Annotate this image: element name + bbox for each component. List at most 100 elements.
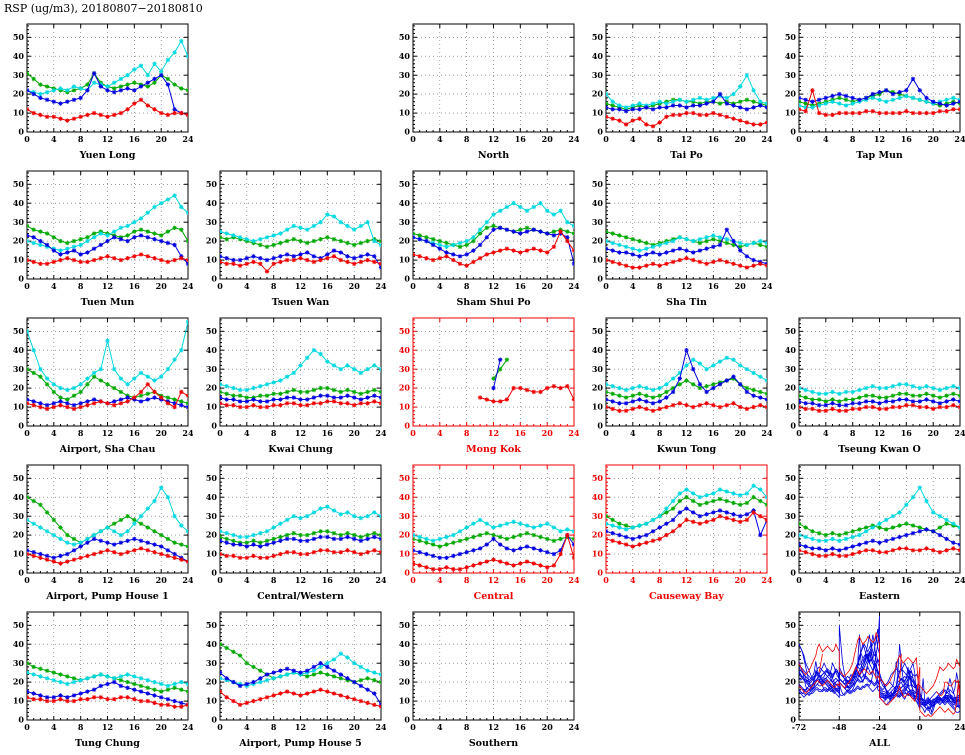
svg-text:50: 50 (206, 620, 218, 630)
svg-text:24: 24 (954, 722, 965, 732)
svg-text:30: 30 (206, 364, 218, 374)
svg-text:10: 10 (206, 402, 218, 412)
chart-tai-po: 0 10 20 30 40 50 0 4 8 12 16 20 24 Tai Po (592, 23, 773, 161)
svg-text:10: 10 (206, 549, 218, 559)
svg-text:20: 20 (206, 383, 218, 393)
svg-text:30: 30 (592, 364, 604, 374)
station-label-airport-pump-house-1: Airport, Pump House 1 (45, 591, 169, 602)
svg-text:4: 4 (244, 722, 250, 732)
svg-text:16: 16 (322, 428, 334, 438)
svg-text:8: 8 (657, 428, 663, 438)
svg-text:4: 4 (437, 134, 443, 144)
svg-text:12: 12 (488, 722, 499, 732)
chart-causeway-bay: 0 10 20 30 40 50 0 4 8 12 16 20 24 Causeway Bay (592, 464, 773, 602)
svg-text:12: 12 (295, 281, 306, 291)
svg-text:10: 10 (785, 108, 797, 118)
svg-text:50: 50 (13, 326, 25, 336)
svg-text:30: 30 (13, 511, 25, 521)
chart-kwai-chung: 0 10 20 30 40 50 0 4 8 12 16 20 24 Kwai Chung (206, 317, 387, 455)
svg-text:4: 4 (437, 575, 443, 585)
svg-text:20: 20 (928, 428, 940, 438)
svg-text:0: 0 (603, 428, 609, 438)
svg-text:8: 8 (271, 428, 277, 438)
svg-text:16: 16 (515, 428, 527, 438)
svg-text:10: 10 (592, 402, 604, 412)
svg-text:8: 8 (464, 722, 470, 732)
svg-text:16: 16 (129, 575, 141, 585)
chart-airport-pump-house-5: 0 10 20 30 40 50 0 4 8 12 16 20 24 Airport, Pump Hous… (206, 611, 387, 749)
chart-airport-sha-chau: 0 10 20 30 40 50 0 4 8 12 16 20 24 Airport, Sha Chau (13, 317, 194, 455)
svg-text:20: 20 (592, 383, 604, 393)
svg-text:0: 0 (410, 428, 416, 438)
svg-text:8: 8 (657, 281, 663, 291)
svg-text:50: 50 (206, 179, 218, 189)
svg-text:10: 10 (785, 549, 797, 559)
svg-text:8: 8 (271, 575, 277, 585)
svg-text:8: 8 (78, 428, 84, 438)
station-label-central: Central (474, 591, 514, 602)
svg-text:4: 4 (823, 134, 829, 144)
svg-text:10: 10 (399, 255, 411, 265)
svg-text:0: 0 (404, 568, 410, 578)
station-label-all: ALL (868, 738, 890, 749)
svg-text:16: 16 (322, 575, 334, 585)
svg-text:0: 0 (796, 134, 802, 144)
svg-text:50: 50 (399, 179, 411, 189)
svg-text:4: 4 (437, 281, 443, 291)
svg-text:12: 12 (874, 575, 885, 585)
svg-text:16: 16 (708, 134, 720, 144)
svg-text:30: 30 (13, 70, 25, 80)
svg-text:8: 8 (78, 722, 84, 732)
chart-tap-mun: 0 10 20 30 40 50 0 4 8 12 16 20 24 Tap Mun (785, 23, 965, 161)
svg-text:50: 50 (785, 620, 797, 630)
svg-text:0: 0 (24, 428, 30, 438)
svg-text:50: 50 (399, 620, 411, 630)
svg-text:0: 0 (790, 127, 796, 137)
svg-text:16: 16 (515, 722, 527, 732)
svg-text:20: 20 (785, 383, 797, 393)
svg-text:20: 20 (349, 281, 361, 291)
svg-text:24: 24 (568, 428, 579, 438)
svg-text:8: 8 (850, 134, 856, 144)
chart-airport-pump-house-1: 0 10 20 30 40 50 0 4 8 12 16 20 24 Airport, Pump Hous… (13, 464, 194, 602)
svg-text:10: 10 (785, 402, 797, 412)
svg-text:10: 10 (13, 255, 25, 265)
panel-tap-mun: 0 10 20 30 40 50 0 4 8 12 16 20 24 Tap Mun (772, 18, 965, 165)
svg-text:12: 12 (102, 722, 113, 732)
svg-text:0: 0 (790, 715, 796, 725)
svg-text:30: 30 (785, 658, 797, 668)
svg-text:-24: -24 (872, 722, 887, 732)
svg-text:8: 8 (464, 575, 470, 585)
svg-text:16: 16 (322, 281, 334, 291)
svg-text:4: 4 (51, 281, 57, 291)
svg-text:30: 30 (13, 364, 25, 374)
svg-text:4: 4 (437, 722, 443, 732)
svg-text:24: 24 (954, 575, 965, 585)
svg-text:50: 50 (399, 326, 411, 336)
svg-text:0: 0 (18, 568, 24, 578)
svg-text:12: 12 (295, 575, 306, 585)
station-label-tai-po: Tai Po (670, 150, 702, 161)
svg-text:50: 50 (785, 473, 797, 483)
svg-text:20: 20 (592, 89, 604, 99)
svg-text:40: 40 (399, 639, 411, 649)
svg-text:4: 4 (51, 722, 57, 732)
svg-text:20: 20 (156, 281, 168, 291)
svg-text:0: 0 (603, 281, 609, 291)
svg-text:8: 8 (657, 575, 663, 585)
svg-text:20: 20 (542, 722, 554, 732)
svg-text:20: 20 (156, 575, 168, 585)
svg-text:0: 0 (410, 281, 416, 291)
svg-text:20: 20 (735, 281, 747, 291)
svg-text:20: 20 (928, 575, 940, 585)
svg-text:24: 24 (182, 281, 193, 291)
svg-text:4: 4 (630, 134, 636, 144)
svg-text:8: 8 (78, 575, 84, 585)
svg-text:12: 12 (488, 428, 499, 438)
svg-text:10: 10 (399, 402, 411, 412)
svg-text:0: 0 (24, 134, 30, 144)
svg-text:20: 20 (13, 89, 25, 99)
svg-text:24: 24 (375, 722, 386, 732)
svg-text:4: 4 (823, 428, 829, 438)
svg-text:24: 24 (182, 134, 193, 144)
